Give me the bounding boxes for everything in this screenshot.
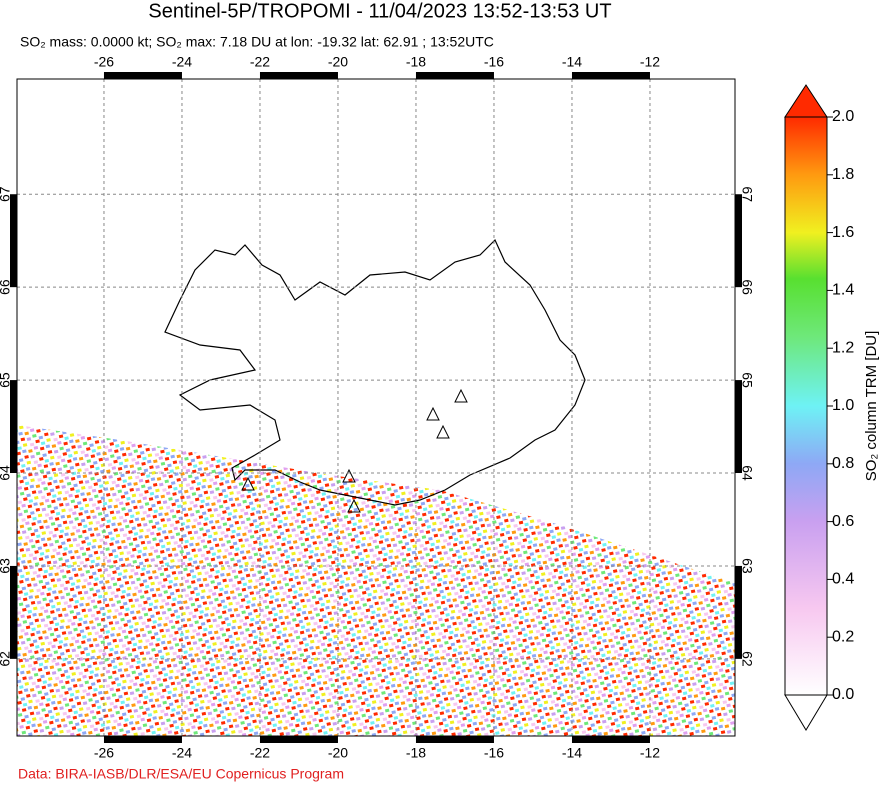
title: Sentinel-5P/TROPOMI - 11/04/2023 13:52-1… [148, 0, 611, 22]
colorbar [784, 116, 828, 696]
y-tick-label: 63 [739, 558, 755, 574]
colorbar-tick-label: 1.2 [832, 339, 854, 356]
frame-segment [259, 72, 338, 79]
colorbar-tick-label: 0.6 [832, 513, 854, 530]
x-tick-label: -14 [562, 745, 582, 761]
retrieval-swath [17, 425, 735, 736]
colorbar-tick-label: 0.4 [832, 571, 854, 588]
y-tick-label: 66 [0, 279, 13, 295]
x-tick-label: -24 [172, 745, 192, 761]
x-tick-label: -12 [640, 54, 660, 70]
map-frame [16, 78, 736, 737]
x-tick-label: -20 [328, 54, 348, 70]
frame-segment [735, 194, 742, 288]
frame-segment [735, 380, 742, 474]
x-tick-label: -20 [328, 745, 348, 761]
frame-segment [259, 736, 338, 743]
y-tick-label: 66 [739, 279, 755, 295]
subtitle: SO₂ mass: 0.0000 kt; SO₂ max: 7.18 DU at… [20, 34, 494, 50]
frame-segment [10, 194, 17, 288]
y-tick-label: 64 [739, 465, 755, 481]
frame-segment [735, 565, 742, 659]
y-tick-label: 64 [0, 465, 13, 481]
x-tick-label: -22 [250, 54, 270, 70]
map-area [17, 238, 735, 736]
colorbar-tick-label: 1.4 [832, 282, 854, 299]
y-tick-label: 67 [0, 186, 13, 202]
colorbar-tick-label: 0.2 [832, 628, 854, 645]
colorbar-tick-label: 2.0 [832, 108, 854, 125]
x-tick-label: -12 [640, 745, 660, 761]
frame-segment [10, 565, 17, 659]
x-tick-label: -18 [406, 745, 426, 761]
y-tick-label: 65 [0, 372, 13, 388]
y-tick-label: 65 [739, 372, 755, 388]
frame-segment [10, 380, 17, 474]
colorbar-tick-label: 0.0 [832, 686, 854, 703]
frame-segment [571, 736, 650, 743]
y-tick-label: 67 [739, 186, 755, 202]
y-tick-label: 63 [0, 558, 13, 574]
coastline [164, 238, 586, 506]
frame-segment [415, 72, 494, 79]
x-tick-label: -26 [94, 745, 114, 761]
x-tick-label: -22 [250, 745, 270, 761]
x-tick-label: -18 [406, 54, 426, 70]
frame-segment [415, 736, 494, 743]
colorbar-over [784, 84, 828, 118]
x-tick-label: -16 [484, 745, 504, 761]
footer: Data: BIRA-IASB/DLR/ESA/EU Copernicus Pr… [18, 766, 344, 782]
x-tick-label: -16 [484, 54, 504, 70]
colorbar-label: SO₂ column TRM [DU] [863, 331, 880, 482]
y-tick-label: 62 [0, 651, 13, 667]
colorbar-tick-label: 0.8 [832, 455, 854, 472]
colorbar-tick-label: 1.6 [832, 224, 854, 241]
volcano-markers [241, 388, 468, 513]
x-tick-label: -26 [94, 54, 114, 70]
frame-segment [103, 72, 182, 79]
colorbar-tick-label: 1.8 [832, 166, 854, 183]
colorbar-under [784, 694, 828, 731]
colorbar-tick-label: 1.0 [832, 397, 854, 414]
x-tick-label: -24 [172, 54, 192, 70]
frame-segment [571, 72, 650, 79]
y-tick-label: 62 [739, 651, 755, 667]
frame-segment [103, 736, 182, 743]
x-tick-label: -14 [562, 54, 582, 70]
